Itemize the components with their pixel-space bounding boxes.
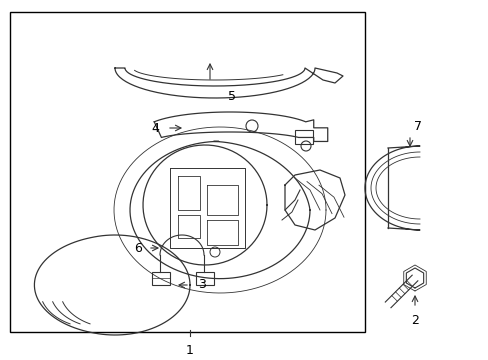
- Text: 4: 4: [151, 122, 159, 135]
- Bar: [152, 272, 170, 285]
- Text: 5: 5: [227, 90, 236, 103]
- Text: 7: 7: [413, 120, 421, 132]
- Text: 6: 6: [134, 242, 142, 255]
- Bar: [294, 130, 312, 144]
- Text: 3: 3: [198, 279, 205, 292]
- Text: 2: 2: [410, 314, 418, 327]
- Bar: [196, 272, 214, 285]
- Bar: [10, 12, 364, 332]
- Text: 1: 1: [185, 343, 194, 356]
